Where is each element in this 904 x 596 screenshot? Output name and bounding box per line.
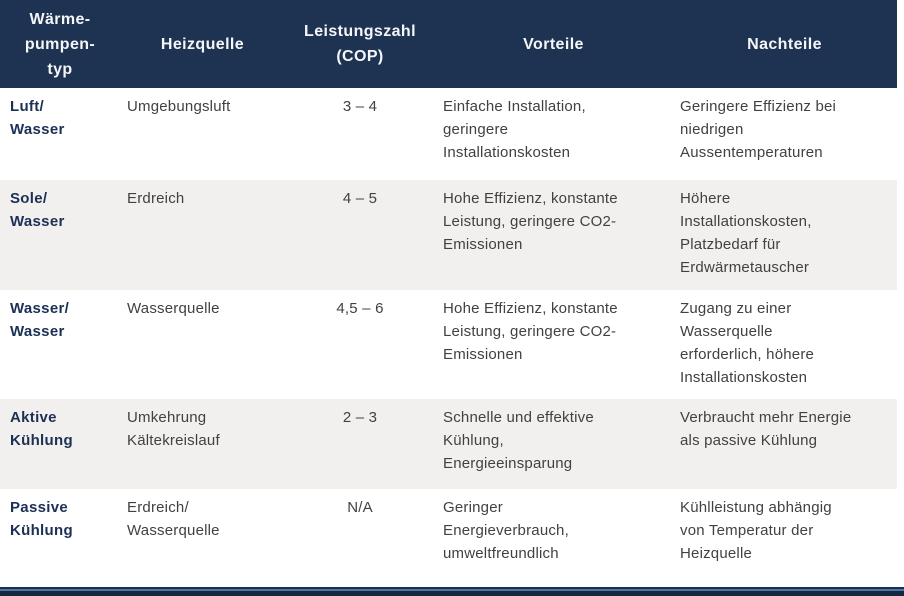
footer-rule-top xyxy=(0,587,904,589)
cell-heat-source: Erdreich xyxy=(127,190,185,207)
cell-cop: 3 – 4 xyxy=(342,98,378,115)
cell-advantages: Geringer Energieverbrauch, umweltfreundl… xyxy=(443,499,569,562)
cell-disadvantages: Zugang zu einer Wasserquelle erforderlic… xyxy=(680,300,815,386)
table-row: Sole/ Wasser Erdreich 4 – 5 Hohe Effizie… xyxy=(0,180,897,290)
cell-pump-type: Luft/ Wasser xyxy=(10,98,65,138)
cell-pump-type: Aktive Kühlung xyxy=(10,409,73,449)
cell-advantages: Hohe Effizienz, konstante Leistung, geri… xyxy=(443,190,618,253)
cell-heat-source: Umkehrung Kältekreislauf xyxy=(127,409,220,449)
header-advantages: Vorteile xyxy=(523,35,584,53)
table-row: Luft/ Wasser Umgebungsluft 3 – 4 Einfach… xyxy=(0,88,897,180)
header-heat-source: Heizquelle xyxy=(160,35,245,53)
cell-advantages: Einfache Installation, geringere Install… xyxy=(443,98,586,161)
cell-heat-source: Wasserquelle xyxy=(127,300,220,317)
cell-disadvantages: Kühlleistung abhängig von Temperatur der… xyxy=(680,499,832,562)
table-row: Passive Kühlung Erdreich/ Wasserquelle N… xyxy=(0,489,897,585)
cell-cop: 4,5 – 6 xyxy=(336,300,384,317)
table-row: Wasser/ Wasser Wasserquelle 4,5 – 6 Hohe… xyxy=(0,290,897,399)
cell-disadvantages: Verbraucht mehr Energie als passive Kühl… xyxy=(680,409,852,449)
header-disadvantages: Nachteile xyxy=(747,35,822,53)
cell-disadvantages: Geringere Effizienz bei niedrigen Aussen… xyxy=(680,98,837,161)
heat-pump-table: Wärme- pumpen- typ Heizquelle Leistungsz… xyxy=(0,0,897,585)
cell-heat-source: Erdreich/ Wasserquelle xyxy=(127,499,220,539)
cell-cop: 2 – 3 xyxy=(342,409,378,426)
cell-pump-type: Passive Kühlung xyxy=(10,499,73,539)
cell-disadvantages: Höhere Installationskosten, Platzbedarf … xyxy=(680,190,812,276)
cell-advantages: Schnelle und effektive Kühlung, Energiee… xyxy=(443,409,594,472)
table-header-row: Wärme- pumpen- typ Heizquelle Leistungsz… xyxy=(0,0,897,88)
cell-cop: 4 – 5 xyxy=(342,190,378,207)
cell-pump-type: Sole/ Wasser xyxy=(10,190,65,230)
cell-pump-type: Wasser/ Wasser xyxy=(10,300,70,340)
footer-rule xyxy=(0,587,904,596)
footer-gap xyxy=(0,585,904,587)
header-pump-type: Wärme- pumpen- typ xyxy=(24,10,96,78)
footer-rule-accent xyxy=(0,589,904,591)
footer-rule-bottom xyxy=(0,591,904,596)
cell-cop: N/A xyxy=(347,499,373,516)
table-row: Aktive Kühlung Umkehrung Kältekreislauf … xyxy=(0,399,897,489)
header-cop: Leistungszahl (COP) xyxy=(304,23,416,65)
cell-advantages: Hohe Effizienz, konstante Leistung, geri… xyxy=(443,300,618,363)
cell-heat-source: Umgebungsluft xyxy=(127,98,231,115)
